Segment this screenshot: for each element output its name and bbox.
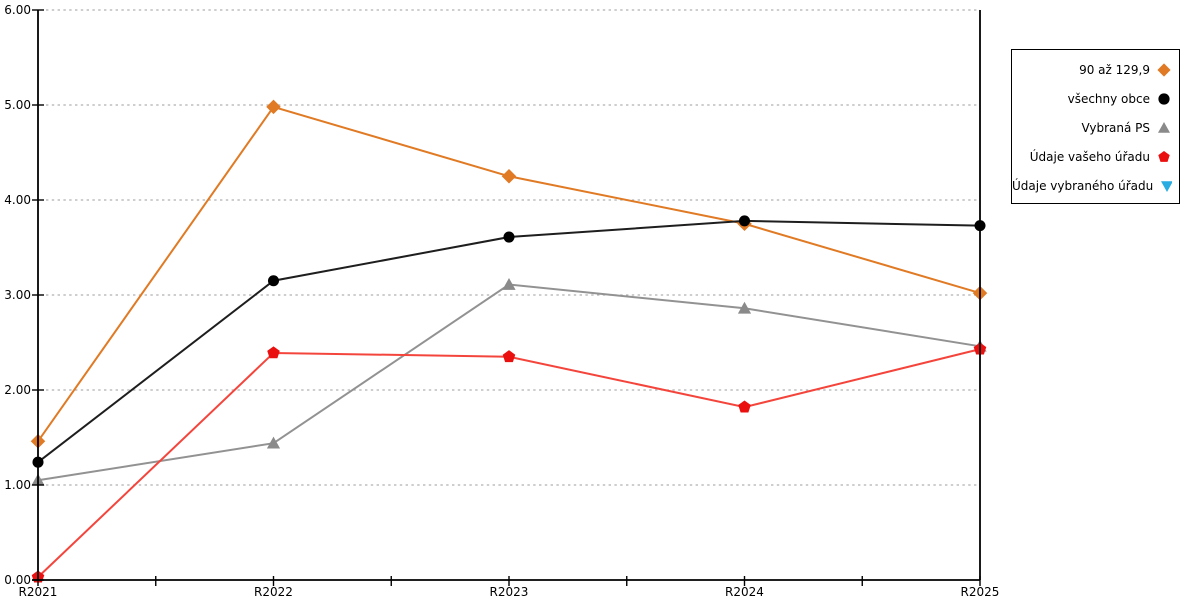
diamond-marker <box>266 99 281 115</box>
series-layer <box>30 99 988 583</box>
triangle-up-marker <box>266 436 281 449</box>
legend-label: 90 až 129,9 <box>1079 62 1150 77</box>
series-triangle-up <box>31 277 987 486</box>
circle-marker <box>503 231 515 243</box>
y-tick-label: 6.00 <box>4 3 31 17</box>
x-tick-label: R2024 <box>725 585 764 599</box>
x-tick-label: R2021 <box>19 585 58 599</box>
legend-item: Vybraná PS <box>1012 113 1179 142</box>
legend-label: všechny obce <box>1067 91 1150 106</box>
triangle-down-legend-icon <box>1161 180 1172 192</box>
legend-label: Vybraná PS <box>1081 120 1150 135</box>
axes: 0.00 1.00 2.00 3.00 4.00 5.00 6.00 R2021 R2022 R2… <box>4 3 999 599</box>
triangle-up-icon <box>1158 121 1170 133</box>
legend-item: 90 až 129,9 <box>1012 55 1179 84</box>
legend-item: Údaje vybraného úřadu <box>1012 171 1179 200</box>
circle-legend-icon <box>1158 92 1170 105</box>
y-tick-label: 2.00 <box>4 383 31 397</box>
legend-label: Údaje vašeho úřadu <box>1029 149 1150 164</box>
series-line <box>37 283 981 482</box>
x-tick-label: R2022 <box>254 585 293 599</box>
series-line <box>37 105 981 442</box>
series-line <box>37 219 981 463</box>
gridlines <box>46 9 980 486</box>
pentagon-legend-icon <box>1158 150 1170 162</box>
series-diamond <box>30 99 988 449</box>
circle-icon <box>1158 92 1170 105</box>
circle-marker <box>267 275 280 287</box>
triangle-up-legend-icon <box>1158 121 1170 133</box>
triangle-up-marker <box>502 277 516 290</box>
series-pentagon <box>31 342 987 583</box>
x-tick-label: R2025 <box>961 585 1000 599</box>
diamond-legend-icon <box>1157 62 1171 77</box>
y-tick-label: 0.00 <box>4 573 31 587</box>
circle-marker <box>738 215 751 227</box>
diamond-marker <box>501 168 517 184</box>
y-tick-label: 4.00 <box>4 193 31 207</box>
pentagon-marker <box>267 346 280 359</box>
triangle-up-marker <box>737 301 752 314</box>
pentagon-icon <box>1158 150 1170 162</box>
legend-item: Údaje vašeho úřadu <box>1012 142 1179 171</box>
legend: 90 až 129,9 všechny obce Vybraná PS Údaje v… <box>1011 49 1180 204</box>
series-circle <box>32 215 986 468</box>
series-line <box>37 348 981 578</box>
pentagon-marker <box>738 400 751 413</box>
legend-label: Údaje vybraného úřadu <box>1012 178 1154 193</box>
x-tick-label: R2023 <box>490 585 529 599</box>
y-tick-label: 3.00 <box>4 288 31 302</box>
y-tick-label: 1.00 <box>4 478 31 492</box>
legend-item: všechny obce <box>1012 84 1179 113</box>
diamond-icon <box>1157 62 1171 77</box>
pentagon-marker <box>502 350 516 363</box>
y-tick-label: 5.00 <box>4 98 31 112</box>
triangle-down-icon <box>1161 180 1172 192</box>
